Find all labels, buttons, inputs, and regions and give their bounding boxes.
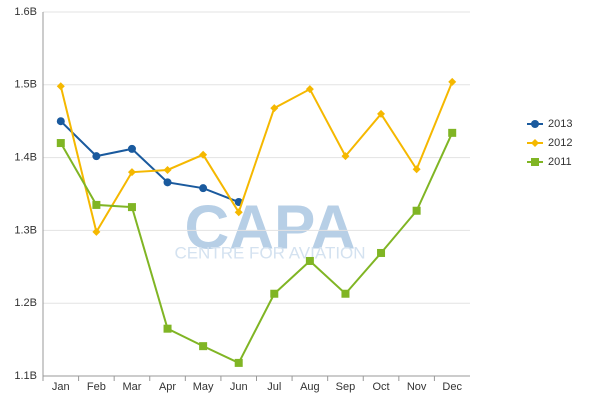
data-point xyxy=(199,184,208,193)
data-point xyxy=(199,150,208,159)
series-line xyxy=(59,81,454,235)
x-tick-label: Jun xyxy=(230,381,248,393)
legend-label: 2013 xyxy=(548,118,572,130)
series-line xyxy=(59,132,454,365)
data-point xyxy=(270,104,279,113)
data-point xyxy=(448,77,457,86)
data-point xyxy=(92,200,101,209)
x-tick-label: Aug xyxy=(300,381,320,393)
data-point xyxy=(412,165,421,174)
x-tick-label: Dec xyxy=(442,381,462,393)
x-tick-label: Apr xyxy=(159,381,176,393)
y-tick-label: 1.3B xyxy=(14,224,37,236)
data-point xyxy=(56,139,65,148)
legend-marker xyxy=(531,158,539,166)
data-point xyxy=(127,168,136,177)
y-tick-label: 1.5B xyxy=(14,79,37,91)
y-tick-label: 1.4B xyxy=(14,152,37,164)
data-point xyxy=(56,117,65,126)
data-point xyxy=(163,165,172,174)
x-tick-label: Mar xyxy=(122,381,141,393)
data-point xyxy=(127,144,136,153)
data-point xyxy=(377,109,386,118)
x-tick-label: Nov xyxy=(407,381,427,393)
legend-marker xyxy=(531,120,539,128)
data-point xyxy=(305,256,314,265)
data-point xyxy=(92,227,101,236)
data-point xyxy=(412,206,421,215)
x-tick-label: Jan xyxy=(52,381,70,393)
x-tick-label: Sep xyxy=(336,381,356,393)
data-point xyxy=(163,178,172,187)
data-point xyxy=(92,152,101,161)
data-point xyxy=(341,289,350,298)
y-tick-label: 1.2B xyxy=(14,297,37,309)
x-tick-label: May xyxy=(193,381,214,393)
data-point xyxy=(448,128,457,137)
legend-marker xyxy=(531,139,539,147)
watermark-subtitle: CENTRE FOR AVIATION xyxy=(174,243,365,262)
data-point xyxy=(305,85,314,94)
series-line xyxy=(60,120,240,203)
x-tick-label: Oct xyxy=(372,381,389,393)
legend-label: 2012 xyxy=(548,137,572,149)
x-tick-label: Jul xyxy=(267,381,281,393)
legend-label: 2011 xyxy=(548,156,572,168)
data-point xyxy=(234,358,243,367)
data-point xyxy=(56,82,65,91)
data-point xyxy=(377,248,386,257)
data-point xyxy=(234,208,243,217)
y-tick-label: 1.6B xyxy=(14,6,37,18)
data-point xyxy=(270,289,279,298)
data-point xyxy=(163,324,172,333)
x-tick-label: Feb xyxy=(87,381,106,393)
data-point xyxy=(341,152,350,161)
data-point xyxy=(127,203,136,212)
watermark-logo: CAPA xyxy=(184,193,355,262)
y-tick-label: 1.1B xyxy=(14,370,37,382)
data-point xyxy=(199,342,208,351)
